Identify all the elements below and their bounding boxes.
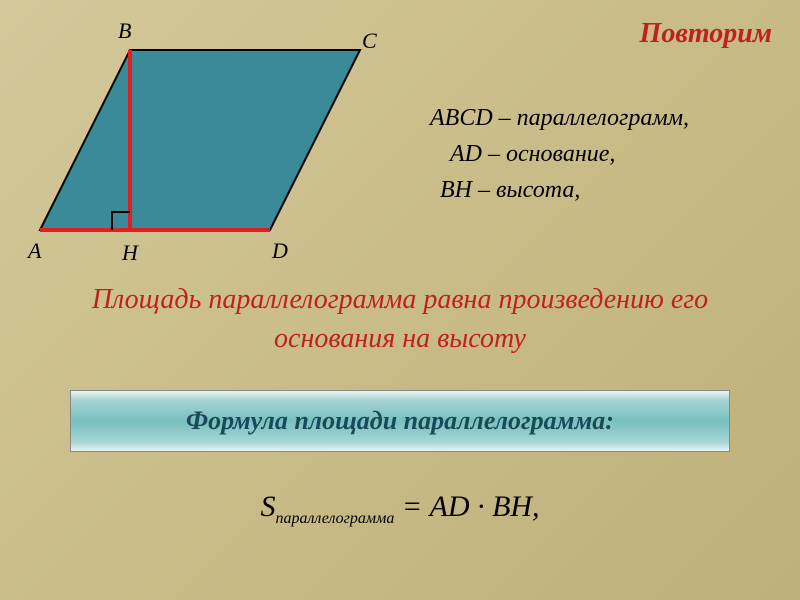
formula-eq: = bbox=[394, 490, 429, 523]
formula-title-box: Формула площади параллелограмма: bbox=[70, 390, 730, 452]
formula-title: Формула площади параллелограмма: bbox=[186, 406, 614, 436]
page-title: Повторим bbox=[640, 18, 772, 50]
vertex-d: D bbox=[272, 238, 288, 264]
def1-text: – параллелограмм, bbox=[493, 105, 689, 131]
vertex-b: B bbox=[118, 18, 131, 44]
formula-block: Sпараллелограмма = AD · BH, bbox=[0, 490, 800, 528]
def3-var: BH bbox=[440, 177, 472, 203]
theorem-content: Площадь параллелограмма равна произведен… bbox=[92, 284, 708, 354]
vertex-a: A bbox=[28, 238, 41, 264]
def1-var: ABCD bbox=[430, 105, 493, 131]
def3-text: – высота, bbox=[472, 177, 580, 203]
def2-var: AD bbox=[450, 141, 482, 167]
formula-subscript: параллелограмма bbox=[275, 510, 394, 527]
parallelogram-diagram: A B C D H bbox=[10, 10, 390, 270]
title-text: Повторим bbox=[640, 18, 772, 49]
def2-text: – основание, bbox=[482, 141, 615, 167]
definitions-block: ABCD – параллелограмм, AD – основание, B… bbox=[430, 100, 689, 208]
vertex-h: H bbox=[122, 240, 138, 266]
def-line-2: AD – основание, bbox=[430, 136, 689, 172]
def-line-3: BH – высота, bbox=[430, 172, 689, 208]
theorem-text: Площадь параллелограмма равна произведен… bbox=[0, 280, 800, 358]
formula-title-text: Формула площади параллелограмма: bbox=[186, 406, 614, 435]
vertex-c: C bbox=[362, 28, 377, 54]
def-line-1: ABCD – параллелограмм, bbox=[430, 100, 689, 136]
formula-rhs: AD · BH, bbox=[430, 490, 540, 523]
formula-S: S bbox=[260, 490, 275, 523]
parallelogram-shape bbox=[40, 50, 360, 230]
parallelogram-svg bbox=[10, 10, 390, 270]
